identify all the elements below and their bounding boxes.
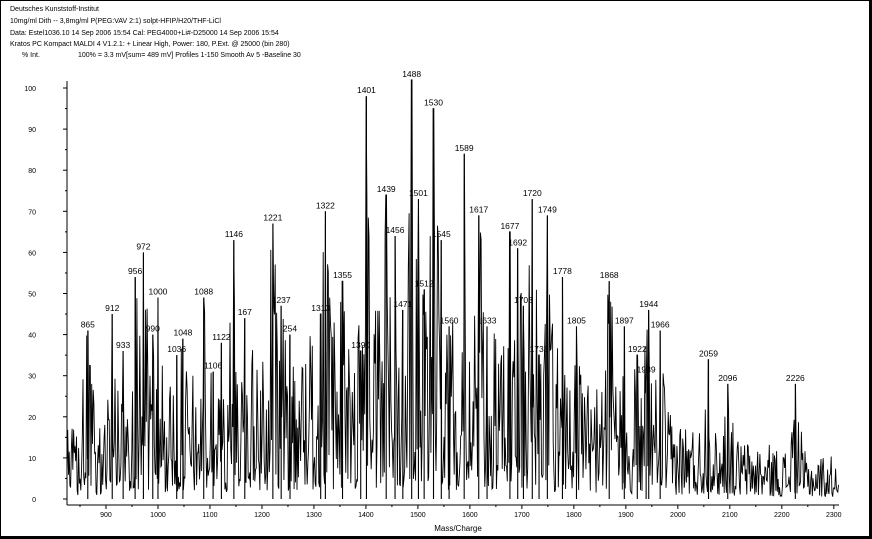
peak-label: 1530 [424, 98, 443, 108]
peak-label: 1106 [204, 361, 223, 371]
x-tick-label: 2000 [670, 512, 686, 519]
peak-label: 1088 [194, 287, 213, 297]
peak-label: 1488 [402, 69, 421, 79]
axes: 0 10 20 30 40 50 60 70 80 90 100 900 1000 1100 1200 130… [24, 81, 842, 519]
peak-label: 1617 [469, 204, 488, 214]
peak-label: 1868 [600, 270, 619, 280]
spectrum-trace-group [66, 79, 839, 499]
peak-label: 167 [238, 307, 252, 317]
x-tick-label: 1700 [514, 512, 530, 519]
x-tick-label: 1500 [410, 512, 426, 519]
peak-label: 1749 [538, 204, 557, 214]
header-institute: Deutsches Kunststoff-Institut [10, 6, 99, 13]
peak-label: 1322 [316, 200, 335, 210]
peak-label: 1703 [514, 295, 533, 305]
peak-label: 1036 [167, 344, 186, 354]
y-tick-label: 30 [28, 374, 36, 381]
peak-label: 1355 [333, 270, 352, 280]
y-tick-label: 100 [24, 86, 36, 93]
peak-label: 1048 [173, 328, 192, 338]
y-tick-label: 20 [28, 415, 36, 422]
y-tick-label: 40 [28, 333, 36, 340]
peak-label: 2226 [786, 373, 805, 383]
peak-label: 1692 [508, 237, 527, 247]
peak-label: 1545 [432, 229, 451, 239]
peak-label: 1778 [553, 266, 572, 276]
peak-label: 1733 [530, 344, 549, 354]
peak-label: 933 [116, 340, 130, 350]
peak-label: 1221 [263, 213, 282, 223]
x-tick-label: 1900 [618, 512, 634, 519]
y-tick-label: 10 [28, 456, 36, 463]
peak-label: 1122 [212, 332, 231, 342]
y-tick-label: 0 [32, 497, 36, 504]
x-tick-label: 1400 [358, 512, 374, 519]
peak-label: 1922 [628, 344, 647, 354]
x-tick-label: 1800 [566, 512, 582, 519]
x-tick-label: 1100 [202, 512, 217, 519]
peak-label: 1439 [377, 184, 396, 194]
peak-label: 956 [128, 266, 142, 276]
x-tick-label: 1000 [150, 512, 166, 519]
spectrum-trace [66, 79, 839, 498]
peak-label: 2096 [718, 373, 737, 383]
scale-info: 100% = 3.3 mV[sum= 489 mV] Profiles 1-15… [78, 52, 301, 59]
x-tick-label: 1300 [306, 512, 322, 519]
header-data-file: Data: Estel1036.10 14 Sep 2006 15:54 Cal… [10, 30, 279, 37]
x-tick-label: 1600 [462, 512, 478, 519]
x-tick-label: 2100 [722, 512, 738, 519]
peak-label: 1677 [500, 221, 519, 231]
peak-label: 1805 [567, 315, 586, 325]
peak-label: 990 [146, 324, 160, 334]
peak-label: 1237 [272, 295, 291, 305]
peak-label: 1471 [393, 299, 412, 309]
intensity-label: % Int. [22, 52, 40, 59]
peak-label: 1939 [637, 365, 656, 375]
x-tick-label: 900 [100, 512, 112, 519]
peak-label: 1401 [357, 85, 376, 95]
peak-labels: 865 912 933 956 972 990 1000 1036 1048 1088 1106 11… [81, 69, 805, 383]
peak-label: 2059 [699, 348, 718, 358]
peak-label: 1146 [225, 229, 244, 239]
peak-label: 1589 [455, 143, 474, 153]
peak-label: 1944 [639, 299, 658, 309]
peak-label: 1966 [651, 319, 670, 329]
y-tick-label: 90 [28, 127, 36, 134]
y-tick-label: 50 [28, 292, 36, 299]
y-tick-label: 60 [28, 250, 36, 257]
x-tick-label: 1200 [254, 512, 270, 519]
x-tick-label: 2200 [774, 512, 790, 519]
peak-label: 972 [136, 241, 150, 251]
peak-label: 1456 [386, 225, 405, 235]
peak-label: 1720 [523, 188, 542, 198]
peak-label: 1313 [311, 303, 330, 313]
peak-label: 1000 [149, 287, 168, 297]
peak-label: 254 [283, 324, 297, 334]
header-instrument: Kratos PC Kompact MALDI 4 V1.2.1: + Line… [10, 41, 290, 48]
peak-label: 865 [81, 319, 95, 329]
peak-label: 1897 [615, 315, 634, 325]
y-tick-label: 80 [28, 168, 36, 175]
peak-label: 1512 [415, 278, 434, 288]
peak-label: 1633 [478, 315, 497, 325]
header-sample: 10mg/ml Dith -- 3,8mg/ml P(PEG:VAV 2:1) … [10, 18, 221, 25]
x-tick-label: 2300 [826, 512, 842, 519]
x-axis-label: Mass/Charge [434, 524, 482, 533]
peak-label: 1501 [409, 188, 428, 198]
peak-label: 1390 [351, 340, 370, 350]
y-tick-label: 70 [28, 209, 36, 216]
peak-label: 1560 [440, 315, 459, 325]
peak-label: 912 [105, 303, 119, 313]
